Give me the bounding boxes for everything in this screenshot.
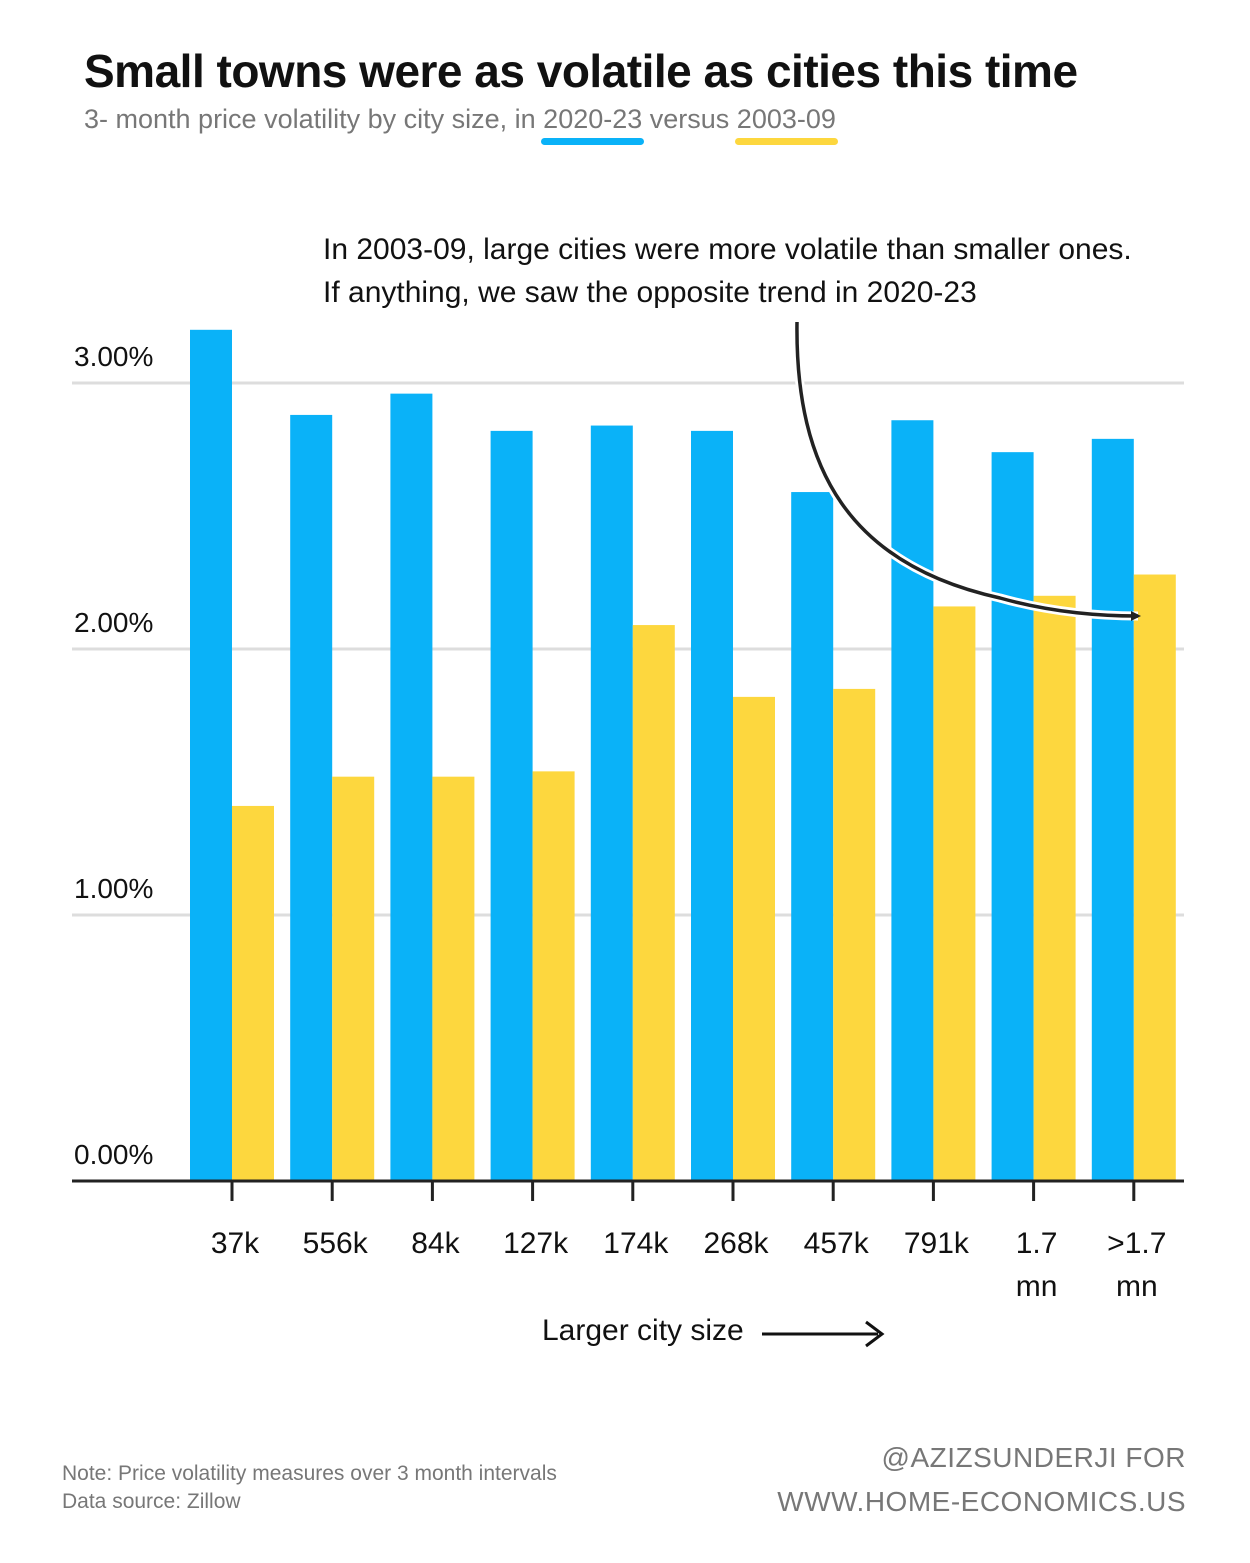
bar-2003-09->1.7mn: [1133, 574, 1176, 1181]
bar-2003-09-37k: [232, 805, 274, 1181]
annotation-line-2: If anything, we saw the opposite trend i…: [323, 276, 977, 309]
chart-subtitle: 3- month price volatility by city size, …: [84, 104, 838, 145]
x-tick-label: 1.7: [1016, 1227, 1058, 1260]
x-tick-label: mn: [1116, 1270, 1158, 1303]
x-tick-label: >1.7: [1107, 1227, 1166, 1260]
bar-2020-23-556k: [290, 414, 333, 1181]
x-axis-label: Larger city size: [542, 1314, 744, 1347]
bars: [190, 329, 1176, 1181]
source-text: Data source: Zillow: [62, 1490, 241, 1513]
subtitle-mid: versus: [642, 104, 737, 134]
credit-line-1: @AZIZSUNDERJI FOR: [881, 1442, 1186, 1473]
x-tick-label: 174k: [603, 1227, 669, 1260]
bar-2003-09-268k: [733, 696, 775, 1181]
bar-2020-23-791k: [891, 420, 934, 1181]
legend-swatch-2020-23: [541, 138, 645, 145]
xlabel-arrow: [762, 1320, 885, 1348]
legend-series-2003-09: 2003-09: [734, 104, 838, 145]
bar-2003-09-457k: [833, 688, 876, 1181]
bar-2020-23-268k: [691, 430, 733, 1181]
legend-swatch-2003-09: [734, 138, 838, 145]
y-tick-label: 0.00%: [74, 1139, 153, 1170]
x-tick-label: 37k: [211, 1227, 260, 1260]
y-tick-labels: 0.00% 1.00% 2.00% 3.00%: [74, 341, 153, 1170]
x-tick-label: 556k: [303, 1227, 369, 1260]
y-tick-label: 1.00%: [74, 873, 153, 904]
y-tick-label: 2.00%: [74, 607, 153, 638]
x-tick-label: 127k: [503, 1227, 569, 1260]
legend-label-2003-09: 2003-09: [736, 104, 836, 134]
footnote: Note: Price volatility measures over 3 m…: [62, 1460, 557, 1516]
bar-2020-23-174k: [590, 425, 633, 1181]
bar-2020-23-37k: [190, 329, 232, 1181]
annotation-line-1: In 2003-09, large cities were more volat…: [323, 233, 1132, 266]
y-tick-label: 3.00%: [74, 341, 153, 372]
note-text: Note: Price volatility measures over 3 m…: [62, 1462, 557, 1485]
annotation-arrow: [792, 321, 1141, 621]
legend-label-2020-23: 2020-23: [543, 104, 643, 134]
subtitle-prefix: 3- month price volatility by city size, …: [84, 104, 544, 134]
x-tick-labels: 37k 556k 84k 127k 174k 268k 457k 791k 1.7 mn >1.7 m…: [211, 1227, 1167, 1303]
x-tick-label: mn: [1016, 1270, 1058, 1303]
credit-line-2: WWW.HOME-ECONOMICS.US: [777, 1486, 1186, 1517]
x-tick-label: 268k: [703, 1227, 769, 1260]
bar-2003-09-174k: [632, 625, 675, 1181]
bar-2003-09-1.7mn: [1033, 595, 1076, 1181]
x-tick-label: 791k: [904, 1227, 970, 1260]
bar-2003-09-84k: [432, 776, 475, 1181]
bar-2003-09-127k: [532, 771, 575, 1181]
bar-2020-23-84k: [390, 393, 433, 1181]
bar-2020-23->1.7mn: [1091, 438, 1134, 1181]
bar-2020-23-127k: [490, 430, 533, 1181]
bar-2020-23-1.7mn: [991, 452, 1034, 1181]
x-axis: [72, 1179, 1184, 1201]
bar-2020-23-457k: [791, 492, 834, 1181]
annotation-text: In 2003-09, large cities were more volat…: [323, 228, 1132, 314]
x-tick-label: 84k: [411, 1227, 460, 1260]
chart-title: Small towns were as volatile as cities t…: [84, 45, 1078, 97]
credit: @AZIZSUNDERJI FOR WWW.HOME-ECONOMICS.US: [777, 1436, 1186, 1524]
x-tick-label: 457k: [804, 1227, 870, 1260]
bar-2003-09-556k: [332, 776, 375, 1181]
bar-2003-09-791k: [933, 606, 976, 1181]
legend-series-2020-23: 2020-23: [541, 104, 645, 145]
